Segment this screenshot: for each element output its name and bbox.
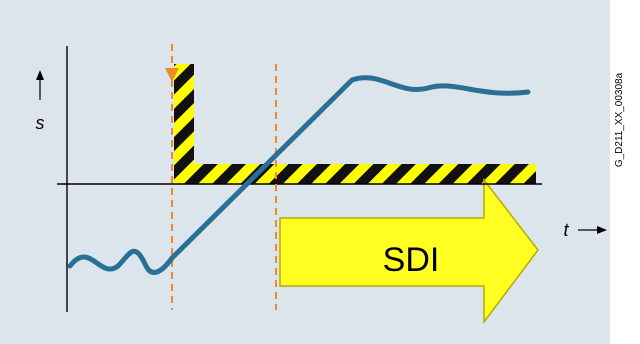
y-axis-label-group: s — [36, 70, 45, 133]
sdi-arrow-shape — [279, 177, 539, 325]
x-axis-label: t — [563, 220, 569, 240]
signal-curve — [67, 75, 531, 275]
sdi-arrow: SDI — [279, 177, 539, 325]
marker-line-left-arrowhead — [165, 68, 179, 82]
marker-lines — [165, 44, 277, 310]
x-axis-label-arrow-head — [597, 226, 607, 234]
x-axis-label-group: t — [563, 220, 607, 240]
hazard-zone-horizontal — [174, 164, 536, 184]
axes — [57, 46, 542, 312]
figure-id: G_D211_XX_00308a — [614, 72, 625, 167]
y-axis-label-arrow-head — [36, 70, 44, 80]
hazard-zone-vertical — [174, 64, 194, 184]
sdi-arrow-label: SDI — [383, 241, 440, 279]
y-axis-label: s — [36, 113, 45, 133]
